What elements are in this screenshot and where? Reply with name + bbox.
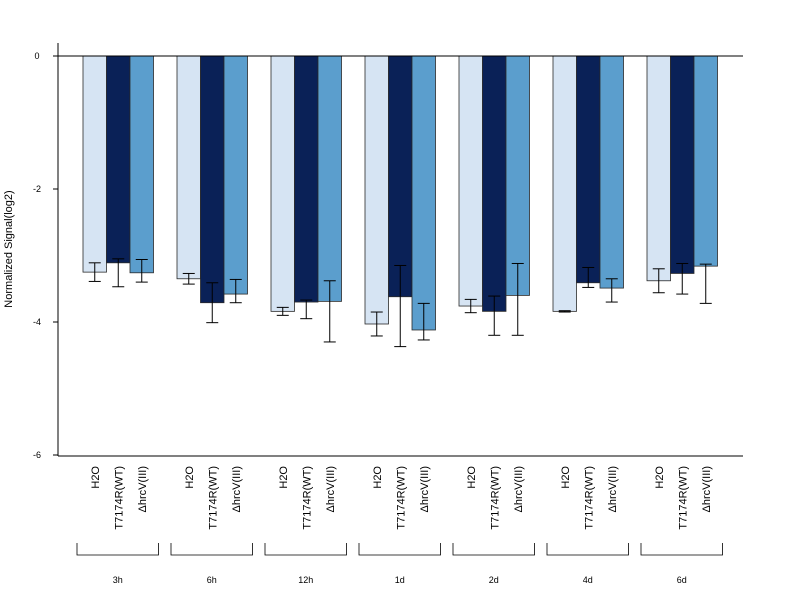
y-tick-label: -6 [33, 450, 41, 460]
bar-category-label: H2O [90, 466, 102, 489]
bar [599, 55, 624, 289]
group-label: 6h [207, 575, 217, 585]
bar [670, 55, 695, 274]
bar-category-label: T7174R(WT) [583, 466, 595, 530]
bar [388, 55, 413, 298]
bar-category-label: ΔhrcV(III) [137, 466, 149, 512]
group-bracket [76, 543, 159, 556]
bar-category-label: T7174R(WT) [677, 466, 689, 530]
bar-category-label: ΔhrcV(III) [513, 466, 525, 512]
labels-layer: 0 -2 -4 -6 H2O T7174R(WT) ΔhrcV(III) 3h H2O T7174… [33, 51, 713, 585]
y-tick-label: -4 [33, 317, 41, 327]
bar [82, 55, 107, 273]
y-axis-label: Normalized Signal(log2) [3, 190, 15, 307]
bar-category-label: H2O [654, 466, 666, 489]
group-bracket [546, 543, 629, 556]
bar-category-label: T7174R(WT) [113, 466, 125, 530]
bar-category-label: T7174R(WT) [395, 466, 407, 530]
group-label: 4d [583, 575, 593, 585]
bar-category-label: T7174R(WT) [207, 466, 219, 530]
y-tick-label: -2 [33, 184, 41, 194]
bar-category-label: ΔhrcV(III) [701, 466, 713, 512]
bar [129, 55, 154, 274]
error-bars-layer [88, 258, 712, 348]
bar [411, 55, 436, 331]
bar [270, 55, 295, 312]
bar-category-label: ΔhrcV(III) [607, 466, 619, 512]
bar-category-label: T7174R(WT) [489, 466, 501, 530]
bar [482, 55, 507, 312]
bar [458, 55, 483, 307]
bar [646, 55, 671, 282]
group-bracket [264, 543, 347, 556]
bar [364, 55, 389, 325]
bar-category-label: ΔhrcV(III) [419, 466, 431, 512]
bar-category-label: H2O [560, 466, 572, 489]
bar [693, 55, 718, 267]
bar-category-label: H2O [278, 466, 290, 489]
bar-category-label: ΔhrcV(III) [325, 466, 337, 512]
bars-layer [82, 55, 718, 331]
group-bracket [358, 543, 441, 556]
bar-category-label: H2O [184, 466, 196, 489]
bar-category-label: H2O [466, 466, 478, 489]
bar [176, 55, 201, 280]
group-bracket [452, 543, 535, 556]
group-label: 12h [298, 575, 313, 585]
bar [200, 55, 225, 304]
bar [106, 55, 131, 264]
bar [505, 55, 530, 296]
group-label: 1d [395, 575, 405, 585]
bar [576, 55, 601, 284]
group-label: 2d [489, 575, 499, 585]
group-bracket [170, 543, 253, 556]
y-tick-label: 0 [34, 51, 39, 61]
bar [552, 55, 577, 312]
bar [223, 55, 248, 295]
group-bracket [640, 543, 723, 556]
bar [317, 55, 342, 302]
bar-category-label: T7174R(WT) [301, 466, 313, 530]
bar-category-label: H2O [372, 466, 384, 489]
group-label: 6d [677, 575, 687, 585]
group-label: 3h [113, 575, 123, 585]
axes-layer [53, 43, 743, 556]
bar [294, 55, 319, 303]
bar-category-label: ΔhrcV(III) [231, 466, 243, 512]
